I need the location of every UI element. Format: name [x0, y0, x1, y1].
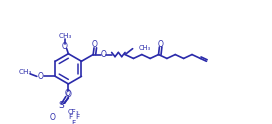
- Text: O: O: [92, 40, 98, 49]
- Text: CF₃: CF₃: [68, 109, 79, 115]
- Text: CH₃: CH₃: [58, 33, 72, 39]
- Text: O: O: [100, 50, 106, 59]
- Text: S: S: [59, 101, 64, 110]
- Text: F: F: [71, 120, 75, 124]
- Text: O: O: [62, 42, 68, 51]
- Text: O: O: [65, 90, 71, 99]
- Text: O: O: [37, 72, 43, 81]
- Text: CH₃: CH₃: [138, 45, 151, 51]
- Text: O: O: [50, 113, 55, 122]
- Text: F: F: [76, 114, 80, 121]
- Text: CH₃: CH₃: [18, 69, 32, 75]
- Text: F: F: [68, 114, 72, 121]
- Text: O: O: [157, 40, 163, 49]
- Text: O: O: [64, 90, 70, 98]
